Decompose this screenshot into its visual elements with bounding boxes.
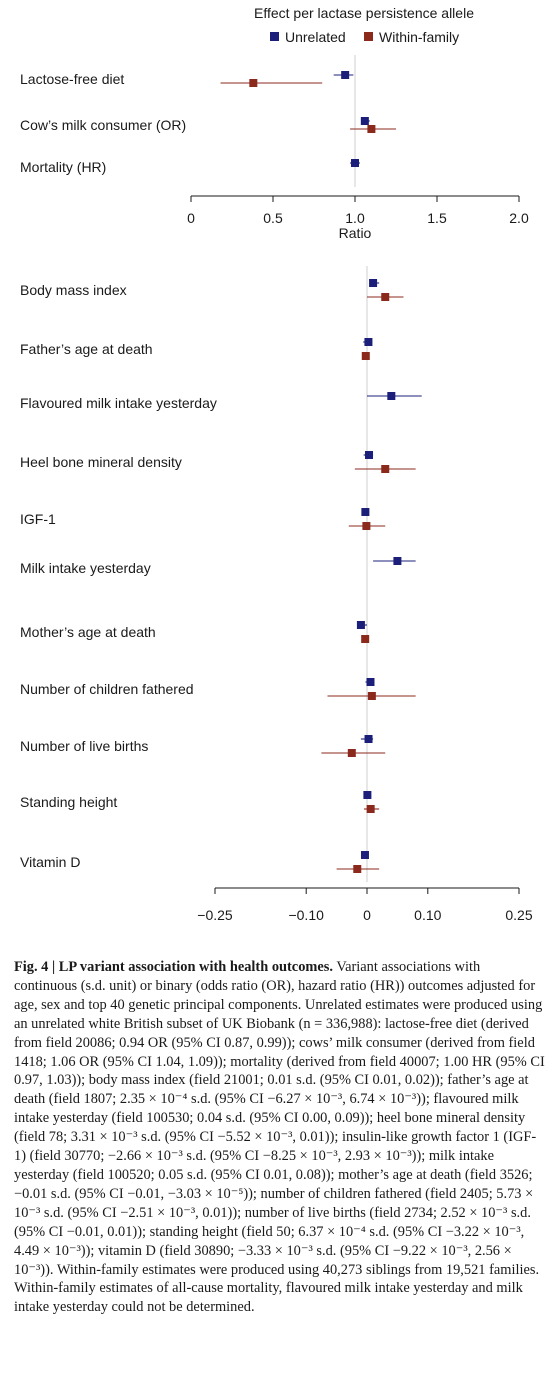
category-label: Mother’s age at death xyxy=(20,624,156,640)
x-tick-label: 0 xyxy=(363,907,371,923)
category-label: Number of live births xyxy=(20,738,148,754)
x-tick-label: 0.5 xyxy=(263,210,283,226)
x-tick-label: 1.5 xyxy=(427,210,447,226)
category-label: Father’s age at death xyxy=(20,341,153,357)
within-family-point xyxy=(347,749,356,757)
chart-title: Effect per lactase persistence allele xyxy=(254,5,474,21)
unrelated-point xyxy=(351,159,359,167)
x-tick-label: 0.10 xyxy=(414,907,441,923)
within-family-point xyxy=(367,692,376,700)
unrelated-point xyxy=(387,392,396,400)
within-family-point xyxy=(381,293,390,301)
x-tick-label: 2.0 xyxy=(509,210,529,226)
within-family-point xyxy=(366,805,375,813)
within-family-point xyxy=(353,865,362,873)
caption-body: Variant associations with continuous (s.… xyxy=(14,959,545,1316)
legend-swatch xyxy=(364,32,373,41)
figure-caption: Fig. 4 | LP variant association with hea… xyxy=(14,958,546,1317)
category-label: IGF-1 xyxy=(20,511,56,527)
category-label: Standing height xyxy=(20,794,117,810)
unrelated-point xyxy=(360,851,369,859)
within-family-point xyxy=(362,522,371,530)
unrelated-point xyxy=(363,791,372,799)
within-family-point xyxy=(381,465,390,473)
x-axis-label: s.d. xyxy=(356,927,379,930)
category-label: Flavoured milk intake yesterday xyxy=(20,395,217,411)
within-family-point xyxy=(367,125,376,133)
legend-swatch xyxy=(270,32,279,41)
category-label: Mortality (HR) xyxy=(20,159,106,175)
within-family-point xyxy=(249,79,258,87)
unrelated-point xyxy=(356,621,365,629)
unrelated-point xyxy=(341,71,350,79)
unrelated-point xyxy=(364,338,373,346)
category-label: Lactose-free diet xyxy=(20,71,124,87)
forest-plot-figure: Lactose-free diet Cow’s milk consumer (OR… xyxy=(20,5,533,930)
x-tick-label: −0.10 xyxy=(288,907,324,923)
unrelated-point xyxy=(364,735,373,743)
category-label: Cow’s milk consumer (OR) xyxy=(20,117,186,133)
category-label: Vitamin D xyxy=(20,854,80,870)
unrelated-point xyxy=(361,508,370,516)
legend-label: Within-family xyxy=(379,29,459,45)
category-label: Milk intake yesterday xyxy=(20,560,151,576)
unrelated-point xyxy=(360,117,369,125)
unrelated-point xyxy=(366,678,375,686)
category-label: Number of children fathered xyxy=(20,681,194,697)
within-family-point xyxy=(361,352,370,360)
unrelated-point xyxy=(365,451,374,459)
caption-lead: Fig. 4 | LP variant association with hea… xyxy=(14,959,333,975)
x-tick-label: 0 xyxy=(187,210,195,226)
x-tick-label: 0.25 xyxy=(505,907,532,923)
within-family-point xyxy=(361,635,370,643)
unrelated-point xyxy=(393,557,402,565)
legend-label: Unrelated xyxy=(285,29,346,45)
x-tick-label: 1.0 xyxy=(345,210,365,226)
x-tick-label: −0.25 xyxy=(197,907,233,923)
category-label: Body mass index xyxy=(20,282,127,298)
x-axis-label: Ratio xyxy=(339,225,372,241)
unrelated-point xyxy=(369,279,378,287)
category-label: Heel bone mineral density xyxy=(20,454,182,470)
